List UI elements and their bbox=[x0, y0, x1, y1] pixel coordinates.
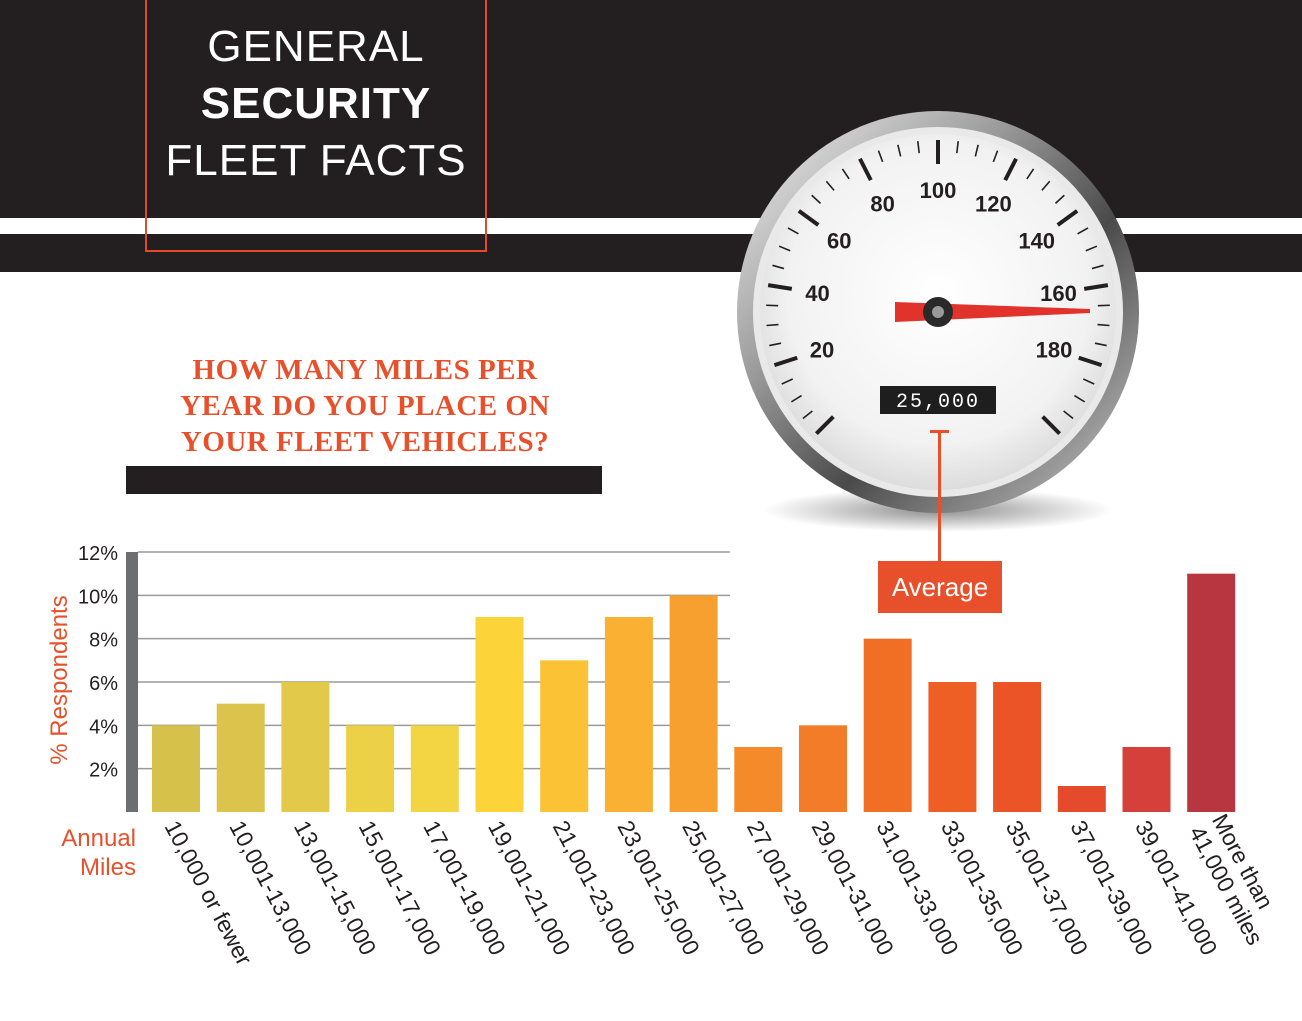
bar bbox=[604, 617, 653, 812]
gauge-minor-tick bbox=[1094, 342, 1107, 347]
bar bbox=[1122, 747, 1171, 812]
gauge-major-tick bbox=[1041, 415, 1062, 436]
y-tick-label: 10% bbox=[78, 586, 118, 608]
gauge-tick-label: 20 bbox=[810, 338, 834, 363]
gauge-minor-tick bbox=[787, 227, 799, 235]
gauge-minor-tick bbox=[992, 150, 999, 163]
bar bbox=[669, 595, 718, 812]
gauge-minor-tick bbox=[916, 141, 920, 154]
gauge-minor-tick bbox=[769, 342, 782, 347]
gauge-minor-tick bbox=[772, 264, 785, 270]
gauge-minor-tick bbox=[1082, 378, 1095, 385]
bar bbox=[734, 747, 783, 812]
gauge-major-tick bbox=[814, 415, 835, 436]
gauge-minor-tick bbox=[1054, 194, 1065, 204]
gauge-major-tick bbox=[1056, 209, 1079, 227]
gauge-minor-tick bbox=[897, 144, 902, 157]
bar bbox=[281, 682, 330, 812]
y-axis-bar bbox=[126, 552, 138, 812]
bar bbox=[993, 682, 1042, 812]
y-tick-label: 2% bbox=[89, 760, 118, 782]
gauge-minor-tick bbox=[766, 323, 779, 327]
bar bbox=[346, 725, 395, 812]
y-tick-label: 4% bbox=[89, 716, 118, 738]
gauge-minor-tick bbox=[1026, 168, 1035, 180]
gauge-minor-tick bbox=[802, 410, 813, 420]
gauge-minor-tick bbox=[1097, 323, 1110, 327]
x-axis-label: Annual Miles bbox=[61, 825, 136, 881]
x-tick-labels: 10,000 or fewer10,001-13,00013,001-15,00… bbox=[160, 810, 1279, 970]
odometer-box bbox=[880, 386, 996, 414]
gauge-major-tick bbox=[1078, 355, 1103, 368]
bar bbox=[928, 682, 977, 812]
average-label: Average bbox=[878, 561, 1002, 613]
gauge-minor-tick bbox=[825, 180, 835, 191]
gauge-tick-label: 40 bbox=[805, 281, 829, 306]
y-tick-label: 8% bbox=[89, 630, 118, 652]
gauge-tick-label: 60 bbox=[827, 228, 851, 253]
bar bbox=[410, 725, 459, 812]
gauge-major-tick bbox=[767, 283, 793, 291]
bar bbox=[475, 617, 524, 812]
bar bbox=[540, 660, 589, 812]
gauge-minor-tick bbox=[1041, 180, 1051, 191]
bar bbox=[1187, 573, 1236, 812]
gauge-major-tick bbox=[797, 209, 820, 227]
gauge-tick-label: 80 bbox=[870, 191, 894, 216]
gauge-major-tick bbox=[858, 157, 873, 182]
gauge-minor-tick bbox=[778, 245, 791, 252]
average-pointer-tick bbox=[930, 430, 949, 433]
gauge-tick-label: 180 bbox=[1036, 338, 1073, 363]
y-tick-label: 12% bbox=[78, 543, 118, 565]
gauge-hub-cap bbox=[932, 306, 944, 318]
question-line-1: HOW MANY MILES PER bbox=[192, 354, 538, 386]
gauge-minor-tick bbox=[1063, 410, 1074, 420]
gauge-minor-tick bbox=[841, 168, 850, 180]
gauge-minor-tick bbox=[1074, 394, 1086, 403]
gauge-minor-tick bbox=[1077, 227, 1089, 235]
gauge-tick-label: 120 bbox=[975, 191, 1012, 216]
gauge-major-tick bbox=[1003, 157, 1018, 182]
bar bbox=[863, 638, 912, 812]
chart-bars bbox=[152, 573, 1236, 812]
average-pointer-line bbox=[938, 432, 941, 562]
bar bbox=[1057, 786, 1106, 812]
y-tick-labels: 2% 4% 6% 8% 10% 12% bbox=[78, 543, 118, 782]
gauge-minor-tick bbox=[790, 394, 802, 403]
question-heading: HOW MANY MILES PER YEAR DO YOU PLACE ON … bbox=[120, 352, 610, 460]
gauge-tick-label: 160 bbox=[1040, 281, 1077, 306]
gauge-minor-tick bbox=[781, 378, 794, 385]
bar bbox=[216, 703, 265, 812]
gauge-minor-tick bbox=[956, 141, 960, 154]
question-line-3: YOUR FLEET VEHICLES? bbox=[180, 426, 550, 458]
gauge-minor-tick bbox=[877, 150, 884, 163]
y-axis-label: % Respondents bbox=[46, 595, 73, 765]
bar bbox=[152, 725, 200, 812]
gauge-tick-label: 140 bbox=[1018, 228, 1055, 253]
question-line-2: YEAR DO YOU PLACE ON bbox=[180, 390, 550, 422]
gauge-minor-tick bbox=[974, 144, 979, 157]
title-box: GENERAL SECURITY FLEET FACTS bbox=[145, 0, 487, 252]
title-line-1: GENERAL bbox=[207, 22, 425, 71]
question-underline-bar bbox=[126, 466, 602, 494]
bar bbox=[799, 725, 847, 812]
gauge-minor-tick bbox=[811, 194, 822, 204]
gauge-minor-tick bbox=[1091, 264, 1104, 270]
gauge-tick-label: 100 bbox=[920, 178, 957, 203]
gauge-minor-tick bbox=[1085, 245, 1098, 252]
title-line-3: FLEET FACTS bbox=[165, 136, 467, 185]
gauge-major-tick bbox=[1083, 283, 1109, 291]
title-line-2: SECURITY bbox=[200, 79, 432, 128]
odometer-value: 25,000 bbox=[896, 391, 980, 414]
gauge-major-tick bbox=[773, 355, 798, 368]
y-tick-label: 6% bbox=[89, 673, 118, 695]
